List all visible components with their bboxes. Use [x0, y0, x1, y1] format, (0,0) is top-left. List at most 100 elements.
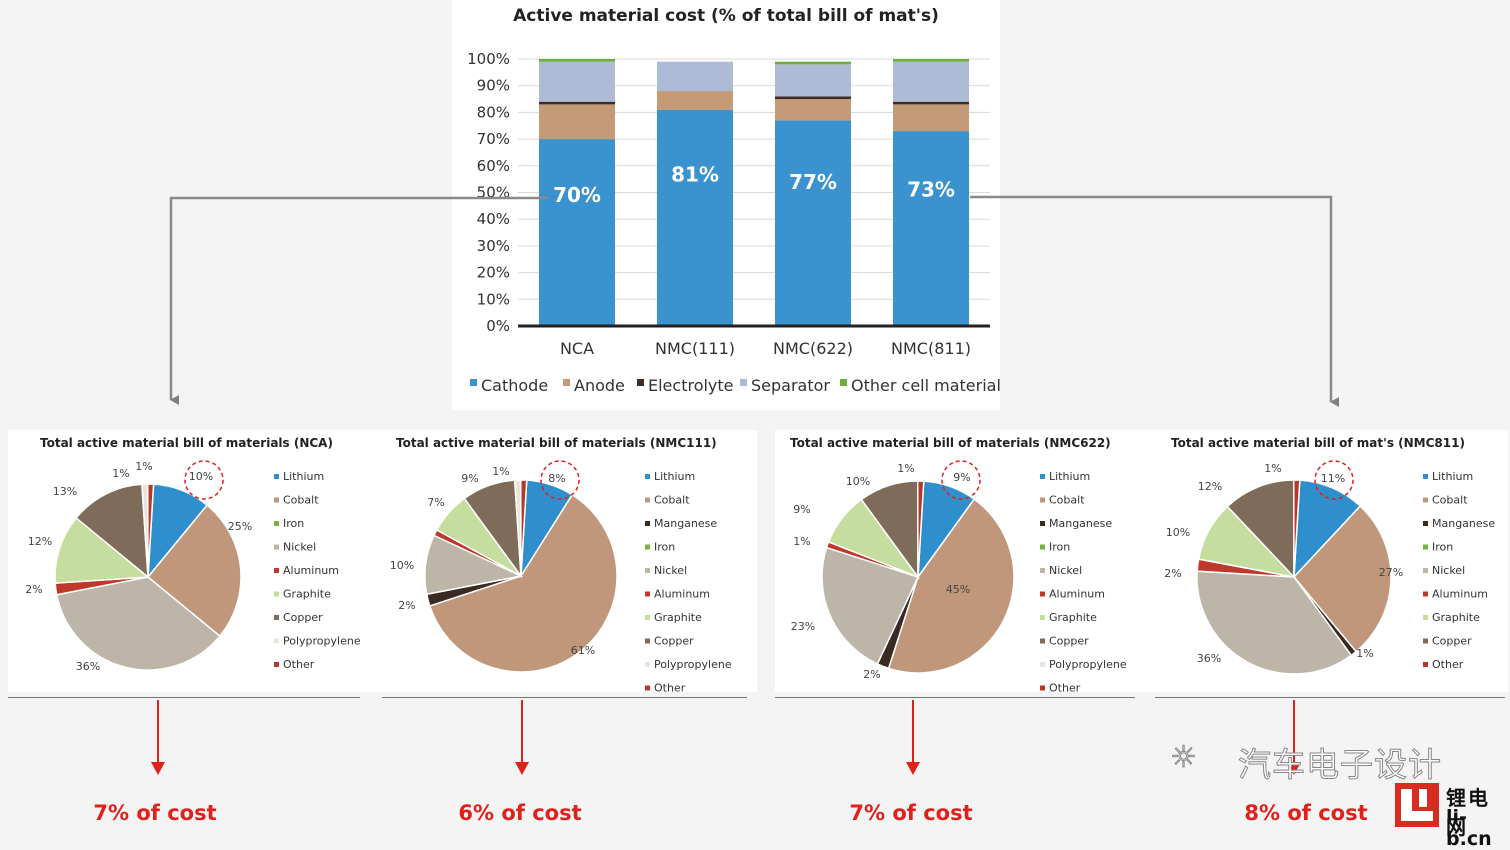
legend-swatch-graphite — [645, 615, 650, 620]
pie-chart-nmc622: 9% 45% 2% 23% 1% 9% 10% 1% Lithium Cobalt Manganes… — [775, 430, 1150, 692]
pie-slice-other — [146, 483, 155, 578]
legend-swatch-copper — [274, 615, 279, 620]
y-tick-label: 70% — [477, 130, 510, 148]
lithium-highlight-circle — [1314, 460, 1354, 500]
legend-swatch-lithium — [1040, 474, 1045, 479]
pie-data-label: 11% — [1321, 472, 1345, 485]
legend-swatch-graphite — [1040, 615, 1045, 620]
legend-swatch-graphite — [274, 591, 279, 597]
x-tick-label: NMC(811) — [891, 339, 971, 358]
legend-swatch-copper — [1423, 638, 1428, 644]
legend-swatch-iron — [1040, 544, 1045, 550]
legend-label: Iron — [1049, 541, 1070, 554]
pie-data-label: 10% — [846, 475, 870, 488]
y-tick-label: 20% — [477, 264, 510, 282]
cost-arrow-nca — [151, 700, 165, 775]
cost-label-nmc111: 6% of cost — [458, 801, 582, 825]
legend-label: Manganese — [1432, 517, 1495, 530]
legend-label: Iron — [1432, 541, 1453, 554]
legend-label: Nickel — [283, 541, 316, 554]
legend-swatch-polypropylene — [645, 662, 650, 667]
legend-label: Electrolyte — [648, 376, 734, 395]
bar-data-label: 81% — [671, 163, 719, 187]
legend-label: Manganese — [654, 517, 717, 530]
cost-arrow-nmc622 — [906, 700, 920, 775]
cost-label-nmc811: 8% of cost — [1244, 801, 1368, 825]
pie-slice-other — [519, 479, 528, 577]
pie-slice-cobalt — [428, 493, 618, 673]
bar-cathode-nca — [539, 139, 615, 326]
pie-chart-nmc111: 8% 61% 2% 10% 7% 9% 1% Lithium Cobalt Manganese Ir… — [382, 430, 757, 692]
bar-chart-svg: 0%10%20%30%40%50%60%70%80%90%100%70%NCA8… — [467, 50, 1000, 395]
logo-text-en: li-b.cn — [1446, 806, 1492, 850]
pie-data-label: 10% — [390, 559, 414, 572]
legend-label: Anode — [574, 376, 625, 395]
legend-swatch-aluminum — [274, 568, 279, 573]
legend-swatch-iron — [645, 544, 650, 550]
legend-label: Aluminum — [654, 588, 710, 601]
legend-swatch-graphite — [1423, 615, 1428, 620]
pie-svg-nmc622: 9% 45% 2% 23% 1% 9% 10% 1% Lithium Cobalt Manganes… — [791, 460, 1127, 692]
legend-swatch — [470, 379, 477, 386]
connector-arrow-right — [970, 195, 1339, 407]
pie-data-label: 1% — [492, 465, 509, 478]
y-tick-label: 10% — [477, 290, 510, 308]
legend-label: Cobalt — [283, 494, 319, 507]
pie-title-nca: Total active material bill of materials … — [40, 436, 333, 450]
pie-data-label: 2% — [25, 583, 42, 596]
legend-label: Cobalt — [1432, 494, 1468, 507]
y-tick-label: 90% — [477, 77, 510, 95]
pie-data-label: 25% — [228, 520, 252, 533]
legend-swatch-other — [274, 662, 279, 667]
pie-data-label: 2% — [398, 599, 415, 612]
legend-label: Polypropylene — [283, 635, 361, 648]
legend-label: Other — [1432, 658, 1464, 671]
legend-swatch-copper — [645, 638, 650, 644]
legend-label: Copper — [1049, 635, 1089, 648]
pie-data-label: 61% — [571, 644, 595, 657]
pie-slice-nickel — [821, 546, 920, 665]
wechat-icon: ☼ — [1170, 740, 1198, 776]
pie-title-nmc811: Total active material bill of mat's (NMC… — [1171, 436, 1465, 450]
pie-data-label: 13% — [53, 485, 77, 498]
y-tick-label: 100% — [467, 50, 510, 68]
x-tick-label: NMC(111) — [655, 339, 735, 358]
legend-swatch-copper — [1040, 638, 1045, 644]
x-tick-label: NMC(622) — [773, 339, 853, 358]
y-tick-label: 40% — [477, 210, 510, 228]
pie-svg-nmc111: 8% 61% 2% 10% 7% 9% 1% Lithium Cobalt Manganese Ir… — [390, 460, 732, 692]
legend-label: Copper — [283, 611, 323, 624]
legend-label: Nickel — [654, 564, 687, 577]
bar-electrolyte-nca — [539, 101, 615, 105]
divider-nmc622 — [775, 697, 1135, 698]
pie-data-label: 23% — [791, 620, 815, 633]
bar-electrolyte-nmc-811 — [893, 101, 969, 105]
pie-data-label: 36% — [1197, 652, 1221, 665]
stacked-bar-chart: 0% 10% 20% 30% 40% 50% 60% 70% 80% 90% 100% 70% NCA 8… — [452, 0, 1000, 410]
pie-slice-graphite — [54, 516, 150, 584]
pie-data-label: 9% — [461, 472, 478, 485]
pie-slice-nickel — [1196, 570, 1353, 675]
legend-label: Other — [283, 658, 315, 671]
pie-slice-lithium — [1293, 479, 1362, 580]
lithium-highlight-circle — [941, 460, 981, 500]
legend-label: Lithium — [283, 470, 324, 483]
bar-data-label: 70% — [553, 183, 601, 207]
pie-data-label: 1% — [135, 460, 152, 473]
legend-swatch-cobalt — [1423, 497, 1428, 503]
legend-label: Polypropylene — [654, 658, 732, 671]
y-tick-label: 60% — [477, 157, 510, 175]
bar-chart-title: Active material cost (% of total bill of… — [513, 6, 939, 26]
pie-data-label: 1% — [1264, 462, 1281, 475]
legend-label: Lithium — [654, 470, 695, 483]
legend-swatch-other — [1040, 685, 1045, 691]
legend-swatch-other — [645, 685, 650, 691]
pie-title-nmc111: Total active material bill of materials … — [396, 436, 717, 450]
legend-label: Separator — [751, 376, 830, 395]
lithium-highlight-circle — [184, 460, 224, 500]
legend-label: Nickel — [1049, 564, 1082, 577]
pie-slice-cobalt — [146, 504, 242, 638]
legend-swatch-manganese — [1423, 521, 1428, 526]
bar-cathode-nmc-111 — [657, 109, 733, 326]
legend-label: Iron — [654, 541, 675, 554]
